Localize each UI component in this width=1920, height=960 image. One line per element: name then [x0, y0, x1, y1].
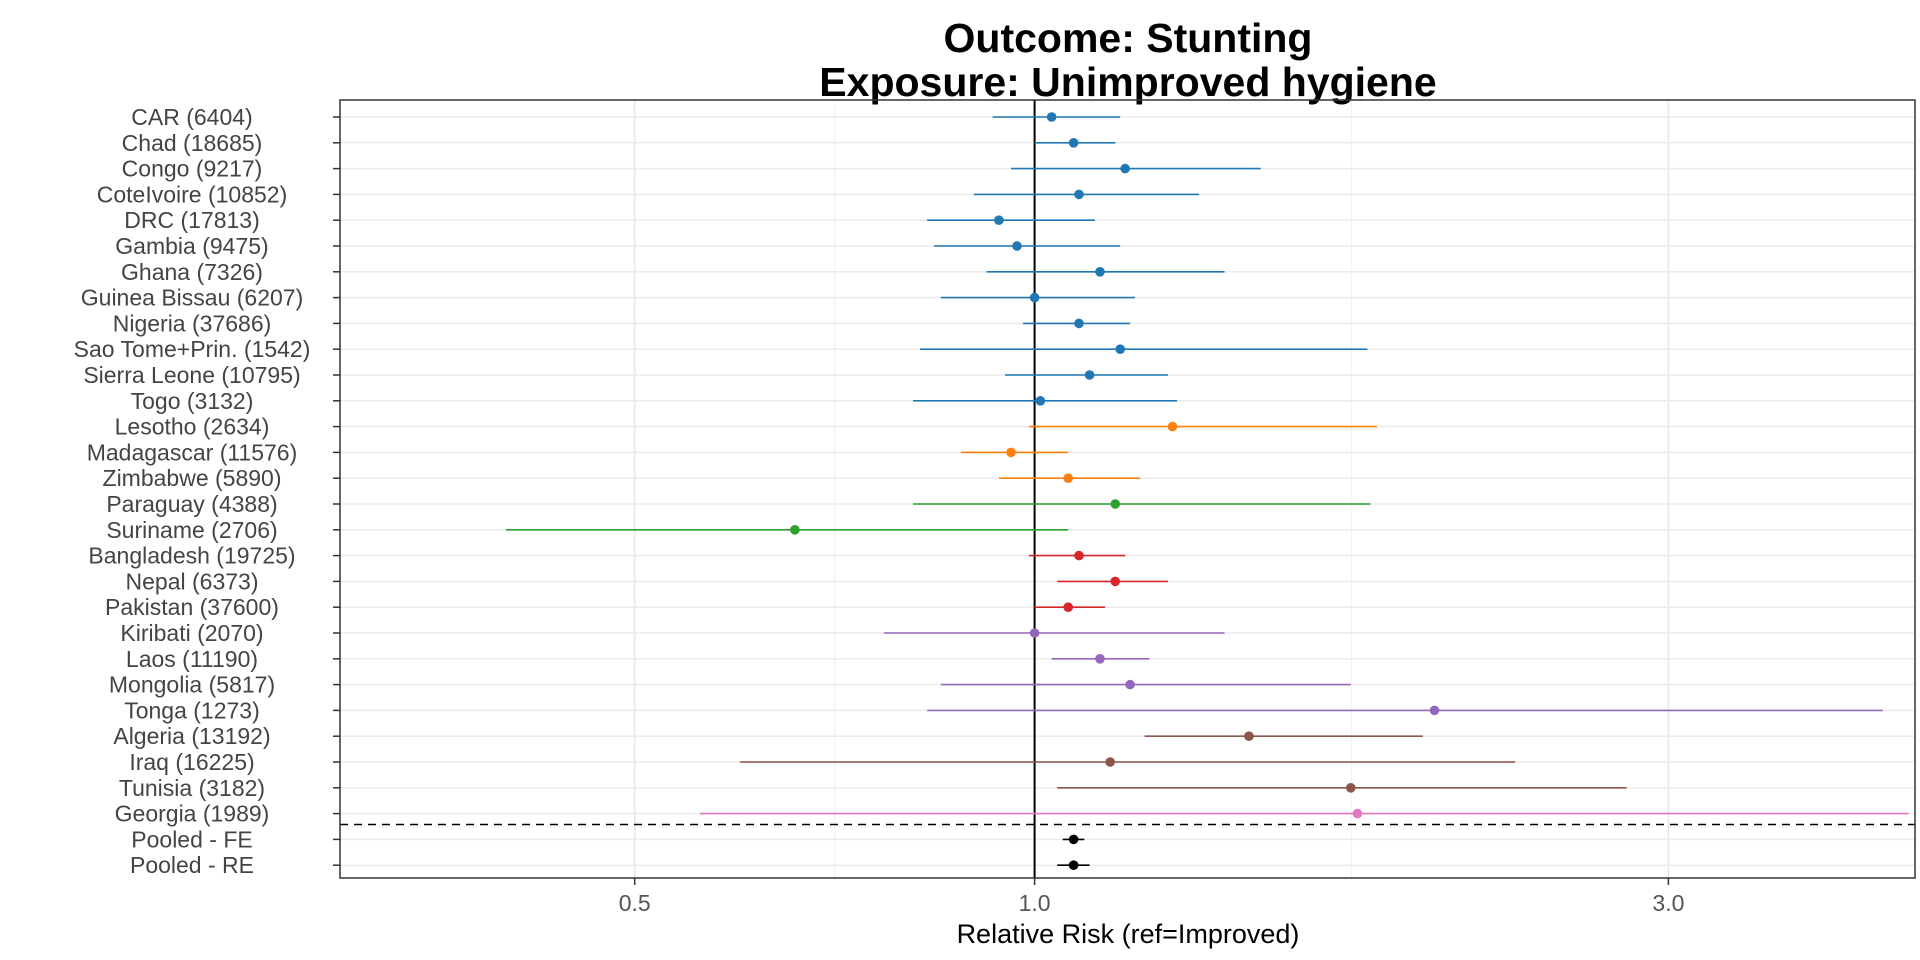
row-label: Togo (3132) [131, 388, 254, 414]
row-label: Kiribati (2070) [120, 620, 263, 646]
panel-border [339, 99, 1916, 879]
row-label: Lesotho (2634) [115, 414, 270, 440]
estimate-point [1110, 499, 1121, 509]
minor-gridlines [834, 100, 1352, 878]
row-label: CAR (6404) [131, 104, 252, 130]
estimate-point [1429, 705, 1440, 716]
estimate-point [1068, 138, 1079, 148]
estimate-point [1074, 318, 1084, 329]
row-label: Pakistan (37600) [105, 594, 279, 620]
estimate-point [1115, 344, 1126, 355]
chart-title: Outcome: Stunting [944, 15, 1313, 61]
estimate-point [1352, 808, 1363, 819]
row-label: Bangladesh (19725) [88, 543, 295, 569]
x-axis: 0.5 1.0 3.0 [619, 878, 1684, 916]
estimate-point [1046, 112, 1057, 122]
row-label: Madagascar (11576) [87, 439, 298, 465]
estimate-marks [505, 112, 1909, 870]
row-label: Nigeria (37686) [113, 310, 272, 336]
estimate-point [1105, 757, 1115, 767]
estimate-point [1063, 473, 1074, 484]
row-label: Tonga (1273) [124, 697, 260, 723]
row-label: Congo (9217) [122, 156, 263, 182]
row-label: DRC (17813) [124, 207, 260, 233]
estimate-point [1068, 860, 1079, 870]
row-label: Tunisia (3182) [119, 775, 265, 801]
estimate-point [1167, 421, 1178, 432]
x-tick-label: 3.0 [1652, 890, 1684, 916]
row-label: Gambia (9475) [115, 233, 268, 259]
estimate-point [1110, 576, 1121, 587]
row-label: Pooled - RE [130, 852, 254, 878]
estimate-point [790, 525, 800, 535]
estimate-point [1063, 602, 1074, 612]
row-label: Zimbabwe (5890) [103, 465, 282, 491]
row-label: Georgia (1989) [115, 801, 270, 827]
estimate-point [1074, 189, 1084, 200]
row-label: Ghana (7326) [121, 259, 263, 285]
x-tick-label: 0.5 [619, 890, 651, 916]
estimate-point [1068, 834, 1079, 845]
estimate-point [1084, 370, 1095, 380]
row-label: Pooled - FE [131, 826, 252, 852]
row-label: Chad (18685) [122, 130, 263, 156]
estimate-point [1244, 731, 1254, 741]
estimate-point [1095, 267, 1105, 277]
row-label: Sierra Leone (10795) [83, 362, 300, 388]
estimate-point [1095, 654, 1105, 664]
estimate-point [1035, 396, 1046, 406]
row-label: CoteIvoire (10852) [97, 181, 288, 207]
estimate-point [1074, 550, 1084, 561]
estimate-point [1012, 241, 1022, 251]
row-label: Iraq (16225) [129, 749, 254, 775]
estimate-point [1029, 628, 1040, 638]
row-label: Laos (11190) [126, 646, 258, 672]
row-label: Sao Tome+Prin. (1542) [74, 336, 311, 362]
estimate-point [1120, 163, 1130, 174]
row-label: Nepal (6373) [126, 568, 259, 594]
row-label: Algeria (13192) [113, 723, 270, 749]
row-labels: CAR (6404)Chad (18685)Congo (9217)CoteIv… [74, 104, 340, 878]
estimate-point [1029, 292, 1040, 303]
estimate-point [1006, 447, 1016, 458]
chart-subtitle: Exposure: Unimproved hygiene [819, 59, 1436, 105]
row-label: Guinea Bissau (6207) [81, 285, 303, 311]
row-label: Mongolia (5817) [109, 672, 275, 698]
estimate-point [994, 215, 1004, 225]
x-tick-label: 1.0 [1019, 890, 1051, 916]
estimate-point [1125, 679, 1135, 690]
row-label: Paraguay (4388) [106, 491, 277, 517]
x-axis-label: Relative Risk (ref=Improved) [957, 919, 1300, 949]
row-label: Suriname (2706) [106, 517, 277, 543]
estimate-point [1346, 783, 1356, 793]
